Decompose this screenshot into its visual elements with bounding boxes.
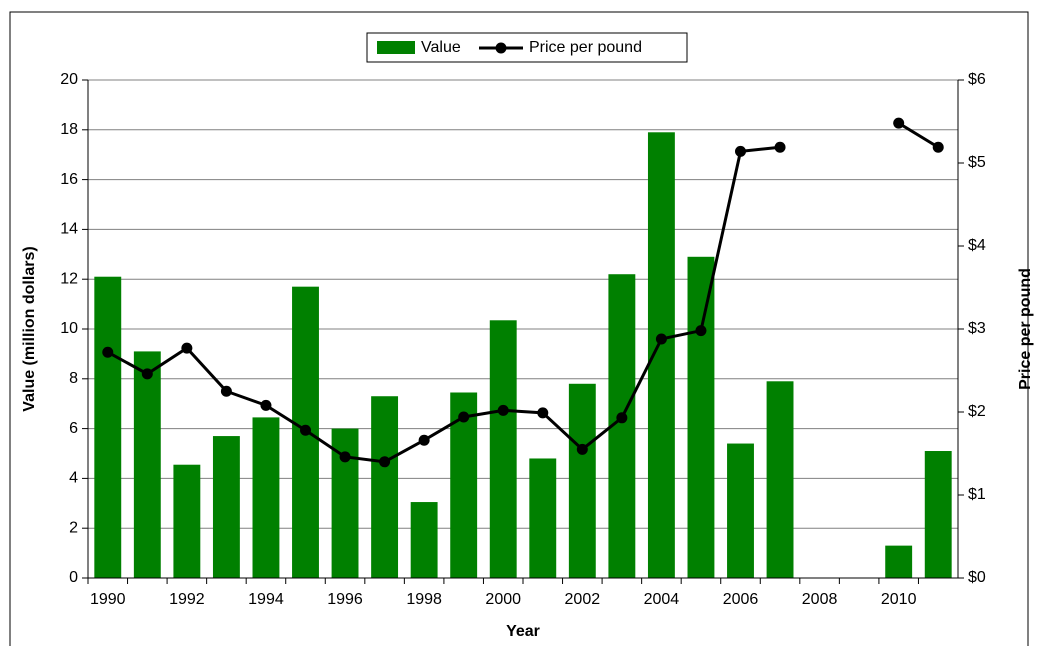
y-tick-label: 10 xyxy=(60,320,78,337)
price-marker xyxy=(497,404,509,416)
price-marker xyxy=(893,117,905,129)
bar xyxy=(133,351,161,578)
price-marker xyxy=(932,141,944,153)
price-marker xyxy=(260,399,272,411)
y2-tick-label: $5 xyxy=(968,154,986,171)
y2-tick-label: $2 xyxy=(968,403,986,420)
y-axis-title: Value (million dollars) xyxy=(21,246,38,411)
x-tick-label: 2010 xyxy=(881,591,917,608)
y2-axis-title: Price per pound xyxy=(1017,268,1034,390)
x-tick-label: 2002 xyxy=(565,591,601,608)
x-tick-label: 1992 xyxy=(169,591,205,608)
chart-frame xyxy=(9,11,1029,646)
price-marker xyxy=(735,145,746,157)
price-marker xyxy=(576,443,588,455)
bar xyxy=(529,458,557,578)
price-marker xyxy=(379,456,391,468)
bar xyxy=(885,545,913,578)
y2-tick-label: $6 xyxy=(968,71,986,88)
bar xyxy=(173,464,201,578)
y-tick-label: 18 xyxy=(60,121,78,138)
bar xyxy=(924,451,952,578)
bar xyxy=(252,417,280,578)
x-tick-label: 1996 xyxy=(327,591,363,608)
y-tick-label: 8 xyxy=(69,370,78,387)
legend-label: Price per pound xyxy=(529,39,642,56)
y2-tick-label: $4 xyxy=(968,237,986,254)
bar xyxy=(94,276,122,578)
price-marker xyxy=(300,424,311,436)
price-marker xyxy=(458,411,470,423)
legend-swatch xyxy=(377,41,415,54)
price-marker xyxy=(616,412,628,424)
x-axis-title: Year xyxy=(506,623,540,640)
price-marker xyxy=(220,385,232,397)
y-tick-label: 16 xyxy=(60,171,78,188)
y2-tick-label: $0 xyxy=(968,569,986,586)
price-marker xyxy=(141,368,153,380)
bar xyxy=(489,320,517,578)
bar xyxy=(766,381,794,578)
x-tick-label: 2008 xyxy=(802,591,838,608)
x-tick-label: 1990 xyxy=(90,591,126,608)
bar xyxy=(727,443,754,578)
x-tick-label: 2006 xyxy=(723,591,759,608)
y2-tick-label: $1 xyxy=(968,486,986,503)
y-tick-label: 2 xyxy=(69,519,78,536)
price-marker xyxy=(655,333,667,345)
legend-label: Value xyxy=(421,39,461,56)
bar xyxy=(568,383,596,578)
x-tick-label: 1998 xyxy=(406,591,442,608)
price-marker xyxy=(181,342,193,354)
bar xyxy=(410,502,438,578)
legend-box xyxy=(366,32,688,63)
x-tick-label: 2000 xyxy=(485,591,521,608)
price-marker xyxy=(418,434,430,446)
y2-tick-label: $3 xyxy=(968,320,986,337)
y-tick-label: 4 xyxy=(69,470,78,487)
price-marker xyxy=(695,325,707,337)
price-marker xyxy=(102,346,114,358)
bar xyxy=(371,396,399,578)
price-marker xyxy=(339,451,351,463)
y-tick-label: 20 xyxy=(60,71,78,88)
bar xyxy=(687,256,715,578)
price-line xyxy=(107,121,940,464)
x-tick-label: 1994 xyxy=(248,591,284,608)
y-tick-label: 14 xyxy=(60,221,78,238)
price-marker xyxy=(537,407,549,419)
x-tick-label: 2004 xyxy=(644,591,680,608)
bar xyxy=(212,436,240,578)
y-tick-label: 6 xyxy=(69,420,78,437)
y-tick-label: 0 xyxy=(69,569,78,586)
y-tick-label: 12 xyxy=(60,270,78,287)
price-marker xyxy=(774,141,786,153)
legend-swatch xyxy=(495,42,507,54)
